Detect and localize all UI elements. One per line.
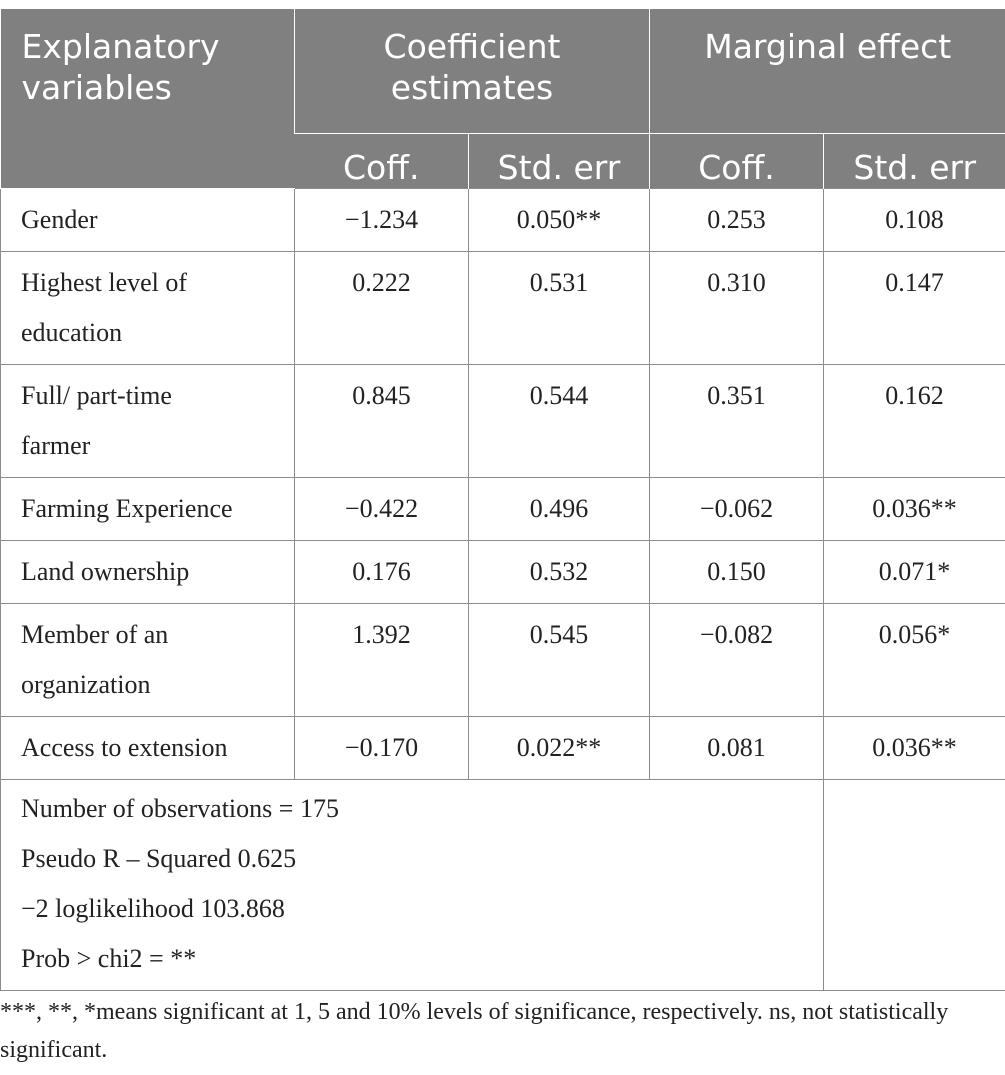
coef-std-err-value: 0.544 — [468, 363, 650, 478]
table-row: Full/ part-time farmer 0.845 0.544 0.351… — [0, 363, 1005, 478]
marginal-std-err-value: 0.108 — [823, 187, 1005, 252]
marginal-value: −0.082 — [649, 602, 824, 717]
table-row: Farming Experience −0.422 0.496 −0.062 0… — [0, 476, 1005, 541]
table-footnote: ***, **, *means significant at 1, 5 and … — [0, 999, 949, 1063]
marginal-value: −0.062 — [649, 476, 824, 541]
row-label: Gender — [0, 187, 295, 252]
log-likelihood: −2 loglikelihood 103.868 — [21, 893, 285, 923]
row-label: Full/ part-time farmer — [0, 363, 295, 478]
prob-chi2: Prob > chi2 = ** — [21, 943, 197, 973]
marginal-std-err-value: 0.162 — [823, 363, 1005, 478]
marginal-std-err-value: 0.056* — [823, 602, 1005, 717]
table-row: Member of an organization 1.392 0.545 −0… — [0, 602, 1005, 717]
marginal-value: 0.253 — [649, 187, 824, 252]
coef-value: −0.170 — [294, 715, 469, 780]
marginal-std-err-value: 0.071* — [823, 539, 1005, 604]
header-row-sub: Coff. Std. err Coff. Std. err — [1, 133, 1005, 188]
header-coef-std-err: Std. err — [468, 133, 650, 188]
marginal-value: 0.150 — [649, 539, 824, 604]
observations-count: Number of observations = 175 — [21, 793, 339, 823]
header-explanatory-variables: Explanatory variables — [0, 9, 295, 189]
table-row: Access to extension −0.170 0.022** 0.081… — [0, 715, 1005, 780]
coef-value: 0.222 — [294, 250, 469, 365]
header-me-std-err: Std. err — [823, 133, 1005, 188]
marginal-std-err-value: 0.036** — [823, 715, 1005, 780]
coef-std-err-value: 0.545 — [468, 602, 650, 717]
row-label: Land ownership — [0, 539, 295, 604]
header-row-group: Explanatory variables Coefficient estima… — [0, 9, 1005, 189]
coef-value: 0.845 — [294, 363, 469, 478]
coef-value: −0.422 — [294, 476, 469, 541]
coef-std-err-value: 0.532 — [468, 539, 650, 604]
row-label: Farming Experience — [0, 476, 295, 541]
marginal-value: 0.351 — [649, 363, 824, 478]
header-marginal-effect: Marginal effect — [649, 9, 1005, 134]
row-label: Access to extension — [0, 715, 295, 780]
footer-row: Number of observations = 175 Pseudo R – … — [0, 778, 1005, 991]
coef-value: 1.392 — [294, 602, 469, 717]
marginal-value: 0.081 — [649, 715, 824, 780]
table-row: Land ownership 0.176 0.532 0.150 0.071* — [0, 539, 1005, 604]
marginal-std-err-value: 0.036** — [823, 476, 1005, 541]
coef-std-err-value: 0.022** — [468, 715, 650, 780]
coef-std-err-value: 0.050** — [468, 187, 650, 252]
regression-table: Explanatory variables Coefficient estima… — [0, 9, 1005, 991]
coef-std-err-value: 0.531 — [468, 250, 650, 365]
table-row: Gender −1.234 0.050** 0.253 0.108 — [0, 187, 1005, 252]
row-label: Member of an organization — [0, 602, 295, 717]
marginal-std-err-value: 0.147 — [823, 250, 1005, 365]
header-coefficient-estimates: Coefficient estimates — [294, 9, 650, 134]
model-statistics: Number of observations = 175 Pseudo R – … — [0, 778, 824, 991]
header-me-coff: Coff. — [649, 133, 824, 188]
coef-value: 0.176 — [294, 539, 469, 604]
coef-value: −1.234 — [294, 187, 469, 252]
coef-std-err-value: 0.496 — [468, 476, 650, 541]
header-coef-coff: Coff. — [294, 133, 469, 188]
row-label: Highest level of education — [0, 250, 295, 365]
pseudo-r-squared: Pseudo R – Squared 0.625 — [21, 843, 297, 873]
empty-cell — [823, 778, 1005, 991]
marginal-value: 0.310 — [649, 250, 824, 365]
table-row: Highest level of education 0.222 0.531 0… — [0, 250, 1005, 365]
